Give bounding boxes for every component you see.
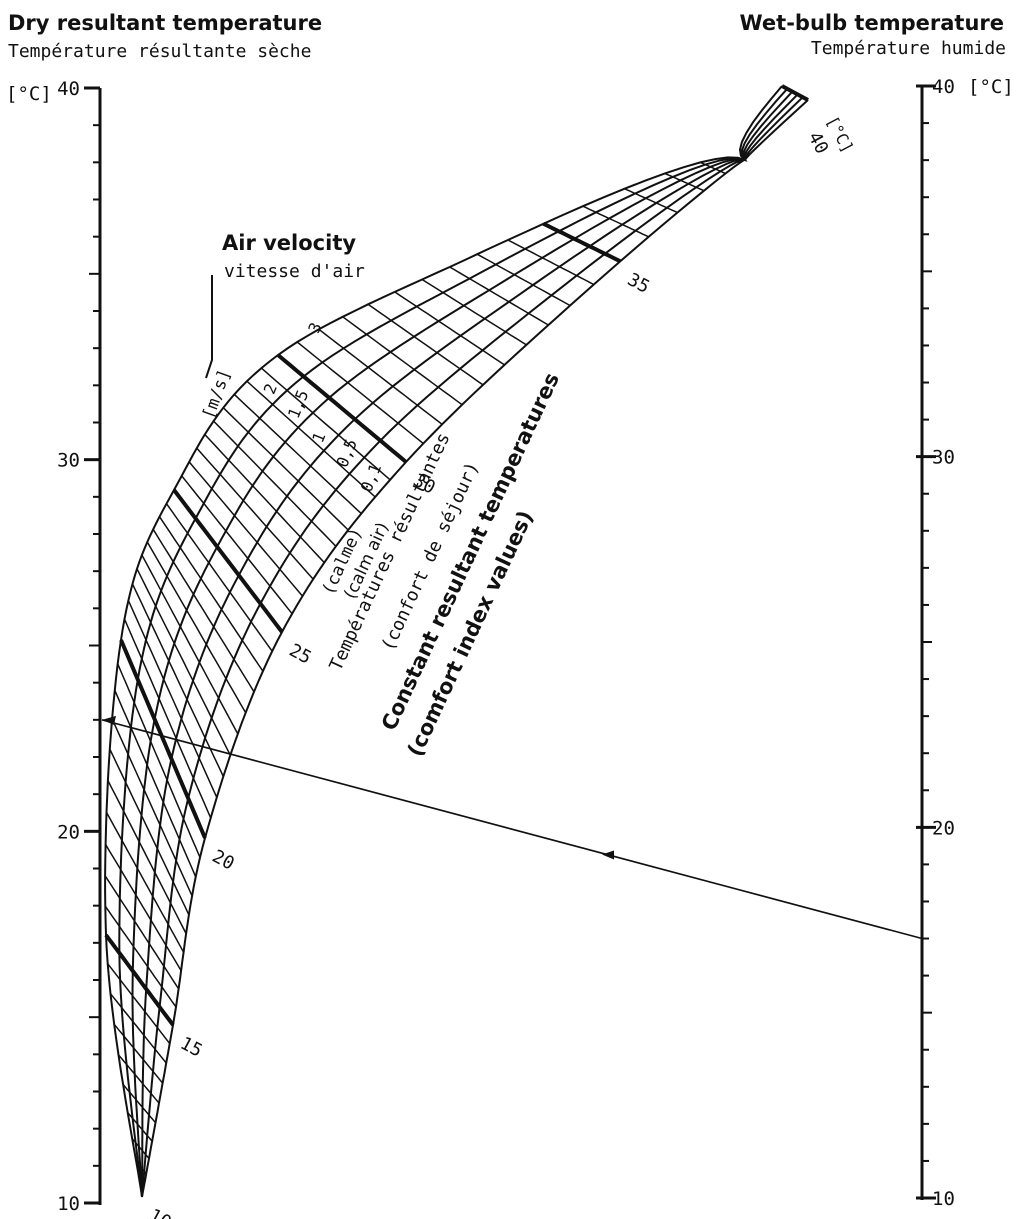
resultant-line [664, 172, 705, 192]
resultant-line [117, 1054, 160, 1104]
resultant-line [109, 748, 190, 916]
resultant-line [111, 718, 193, 897]
right-tick-label: 20 [932, 817, 955, 839]
resultant-line [114, 689, 197, 878]
resultant-line [700, 161, 726, 175]
right-tick-label: 10 [932, 1188, 955, 1210]
velocity-label: 1 [308, 429, 329, 445]
air-velocity-title: Air velocity [222, 231, 356, 255]
resultant-line [152, 528, 255, 693]
resultant-line [222, 407, 349, 531]
example-line-segment [101, 719, 923, 940]
resultant-line [127, 600, 218, 798]
resultant-line [122, 1083, 157, 1124]
left-tick-label: 40 [57, 78, 80, 100]
resultant-line [158, 516, 264, 672]
right-axis-subtitle: Température humide [811, 38, 1006, 59]
resultant-line [296, 341, 424, 445]
right-tick-label: 40 [932, 76, 955, 98]
resultant-line [318, 328, 443, 425]
resultant-line-major [119, 639, 207, 839]
resultant-line [139, 1181, 145, 1188]
resultant-line [131, 1138, 150, 1159]
resultant-line [107, 780, 187, 934]
air-velocity-pointer [205, 275, 213, 379]
resultant-line-major [104, 933, 175, 1027]
left-tick-label: 20 [57, 821, 80, 843]
resultant-line [196, 447, 314, 580]
resultant-line [123, 618, 212, 819]
resultant-line [421, 278, 527, 346]
resultant-line [342, 316, 463, 406]
resultant-value-label: 20 [209, 846, 238, 875]
left-axis-unit: [°C] [6, 83, 52, 105]
resultant-line [624, 188, 678, 214]
resultant-line-40 [781, 84, 809, 102]
resultant-line-major [276, 353, 408, 464]
resultant-value-label: 15 [177, 1033, 206, 1062]
right-axis-ticks: 10 20 30 40 [916, 76, 955, 1210]
resultant-line [367, 303, 484, 386]
resultant-line [136, 568, 231, 756]
right-tick-label: 30 [932, 447, 955, 469]
resultant-line [104, 905, 177, 1008]
resultant-line [117, 663, 201, 858]
resultant-line [146, 541, 247, 714]
resultant-line [107, 963, 171, 1045]
resultant-line [141, 554, 239, 735]
resultant-value-label: 25 [286, 640, 315, 669]
resultant-title-en: Constant resultant temperatures [377, 369, 564, 734]
left-axis-ticks: 10 20 30 40 [57, 78, 100, 1215]
resultant-line [727, 156, 741, 164]
top-resultant-label: 40 [°C] [804, 113, 858, 158]
example-arrowhead-left [102, 715, 116, 725]
air-velocity-subtitle: vitesse d'air [224, 261, 365, 282]
resultant-line [104, 875, 180, 990]
resultant-value-label: 35 [624, 269, 653, 298]
top-resultant-value: 40 [804, 128, 833, 157]
resultant-line [260, 367, 391, 481]
example-line [101, 715, 923, 940]
resultant-line-major [542, 221, 622, 264]
resultant-line [739, 149, 750, 155]
left-axis-subtitle: Température résultante sèche [8, 41, 311, 62]
resultant-line [104, 844, 182, 971]
resultant-line [507, 239, 595, 286]
resultant-line [131, 583, 224, 777]
resultant-line [213, 420, 337, 547]
resultant-line [204, 433, 325, 564]
velocity-label: 3 [304, 320, 325, 336]
right-axis-title: Wet-bulb temperature [740, 11, 1005, 35]
example-arrowhead-mid [602, 850, 614, 860]
resultant-line [113, 1023, 164, 1084]
resultant-line [105, 812, 185, 953]
resultant-line [449, 266, 549, 326]
left-tick-label: 30 [57, 450, 80, 472]
resultant-line [476, 253, 571, 307]
resultant-line [394, 291, 505, 366]
resultant-line [246, 380, 376, 498]
left-axis-title: Dry resultant temperature [8, 11, 322, 35]
resultant-line [233, 393, 362, 515]
resultant-line [135, 1161, 147, 1175]
nomogram-grid: 10152025303521,510,50,13 [104, 84, 809, 1219]
resultant-line [109, 993, 167, 1064]
resultant-line [188, 461, 304, 597]
resultant-line [181, 475, 293, 615]
right-axis-unit: [°C] [968, 76, 1014, 98]
left-tick-label: 10 [57, 1193, 80, 1215]
resultant-line [165, 503, 273, 652]
resultant-line-major [172, 488, 284, 634]
resultant-line [127, 1112, 153, 1142]
resultant-line [582, 205, 650, 238]
resultant-value-label: 10 [146, 1205, 175, 1219]
